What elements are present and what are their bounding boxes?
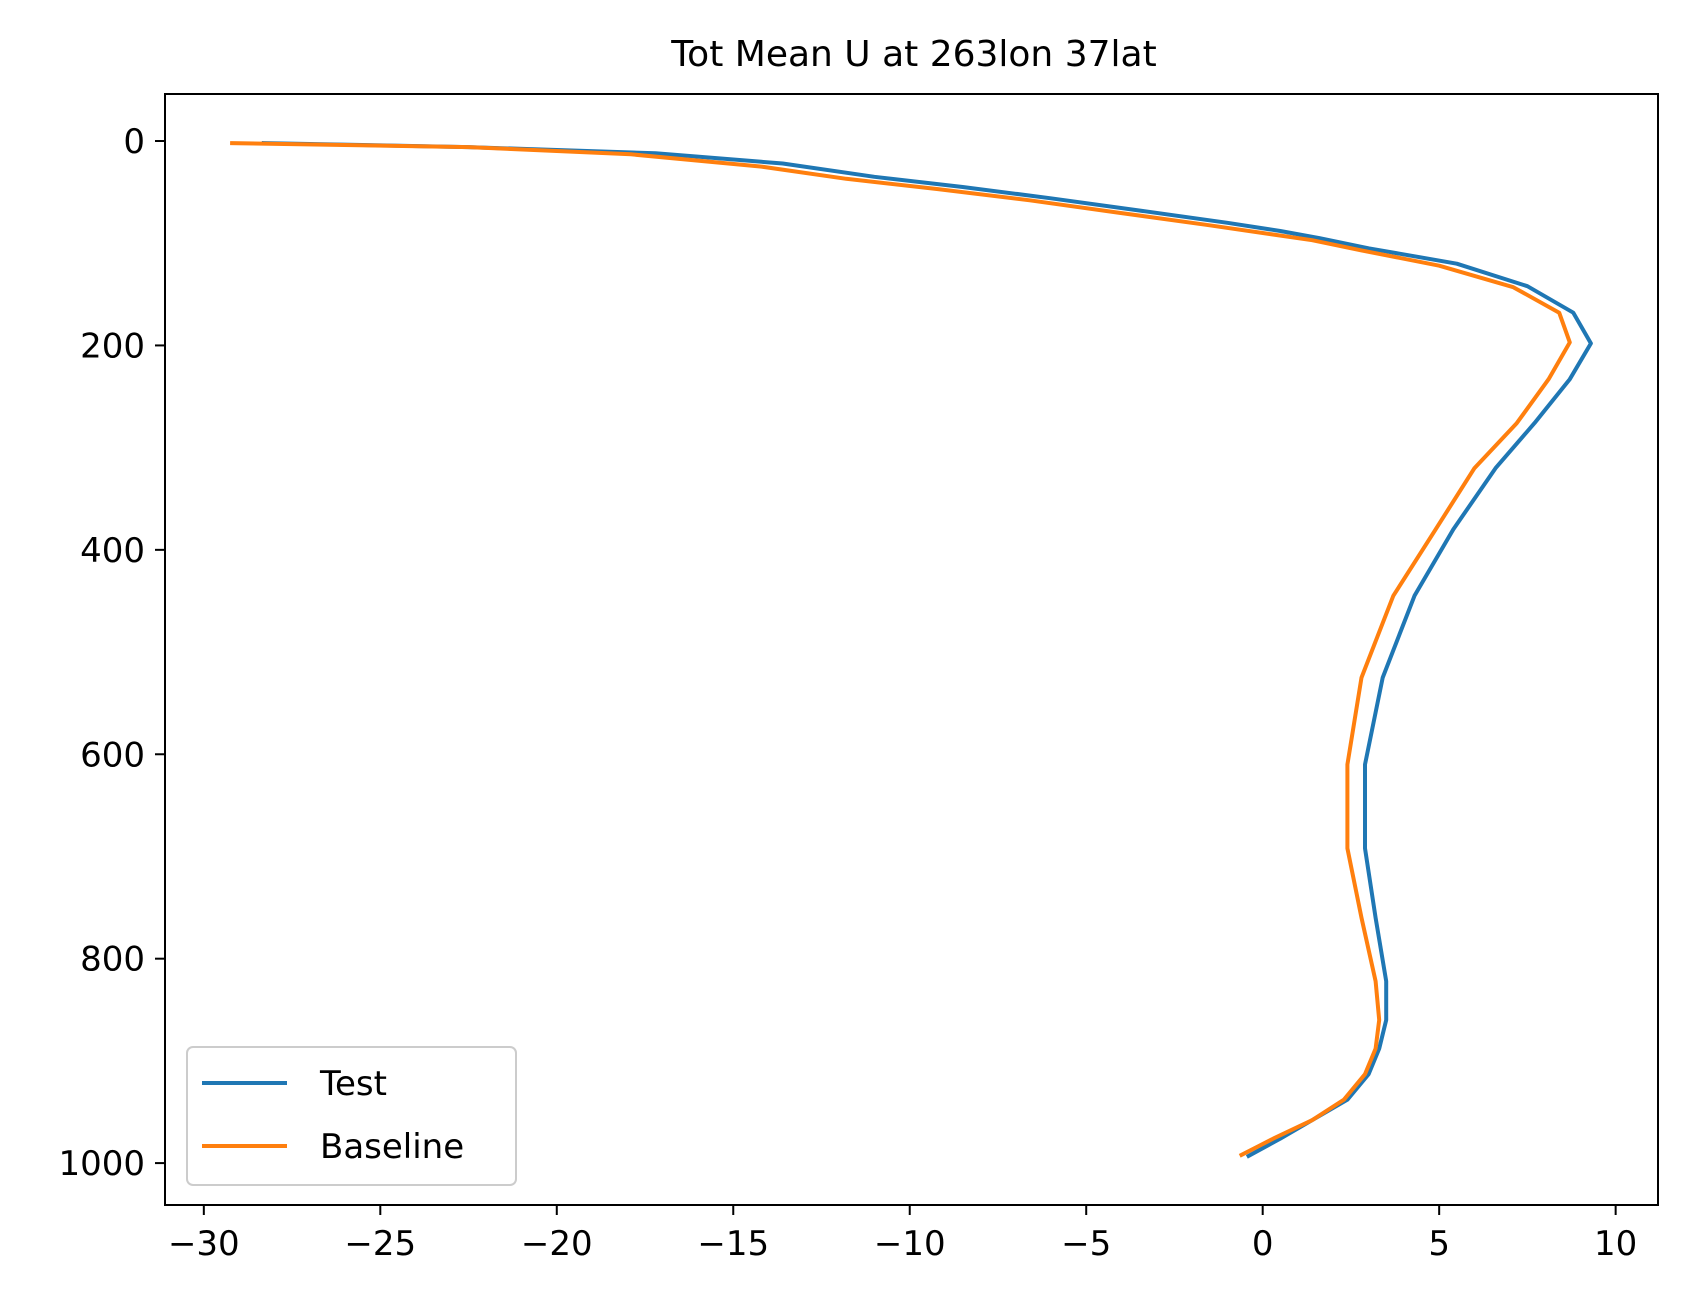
y-tick-label: 400 (80, 531, 145, 571)
series-line-baseline (230, 141, 1572, 1158)
legend-label-baseline: Baseline (320, 1127, 464, 1167)
x-tick-label: 10 (1594, 1224, 1637, 1264)
y-tick-label: 600 (80, 735, 145, 775)
y-axis: 0 200 400 600 800 1000 (58, 122, 165, 1184)
plot-frame (164, 93, 1659, 1206)
y-tick-label: 800 (80, 940, 145, 980)
chart-title: Tot Mean U at 263lon 37lat (670, 34, 1156, 75)
y-tick-label: 200 (80, 326, 145, 366)
plot-lines (230, 141, 1593, 1159)
x-tick-label: 0 (1252, 1224, 1274, 1264)
x-tick-label: 5 (1428, 1224, 1450, 1264)
y-tick-label: 0 (123, 122, 145, 162)
legend-label-test: Test (319, 1064, 387, 1104)
x-tick-label: −15 (697, 1224, 769, 1264)
x-tick-label: −20 (521, 1224, 593, 1264)
x-axis: −30 −25 −20 −15 −10 −5 0 5 10 (168, 1205, 1637, 1264)
series-line-test (261, 141, 1593, 1159)
x-tick-label: −10 (874, 1224, 946, 1264)
x-tick-label: −5 (1061, 1224, 1111, 1264)
y-tick-label: 1000 (58, 1144, 145, 1184)
x-tick-label: −30 (168, 1224, 240, 1264)
x-tick-label: −25 (344, 1224, 416, 1264)
legend: Test Baseline (186, 1046, 517, 1186)
